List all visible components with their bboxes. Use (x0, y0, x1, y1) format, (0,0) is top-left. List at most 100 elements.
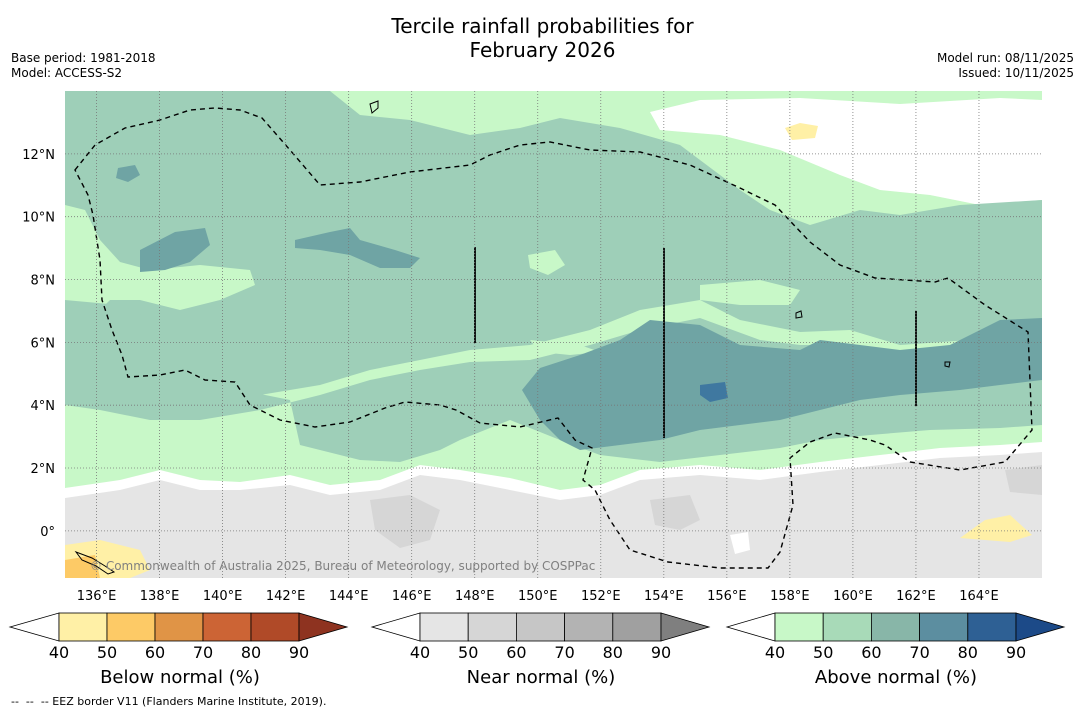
colorbar-segment (419, 612, 469, 642)
title-line-1: Tercile rainfall probabilities for (391, 14, 694, 38)
meta-left: Base period: 1981-2018 Model: ACCESS-S2 (11, 51, 156, 81)
lon-tick-label: 140°E (203, 589, 243, 604)
lon-tick-label: 148°E (455, 589, 495, 604)
base-period: Base period: 1981-2018 (11, 51, 156, 65)
colorbar-segment (106, 612, 156, 642)
lon-tick-label: 152°E (581, 589, 621, 604)
colorbar-above-title: Above normal (%) (814, 667, 978, 688)
colorbar-tick-label: 40 (410, 643, 430, 662)
colorbar-tick-label: 40 (765, 643, 785, 662)
colorbar-tick-label: 60 (506, 643, 526, 662)
colorbar-segment (774, 612, 824, 642)
colorbar-high-extend (298, 612, 349, 642)
field-neutral-top-right (650, 98, 1042, 205)
meta-right: Model run: 08/11/2025 Issued: 10/11/2025 (937, 51, 1074, 81)
colorbar-tick-label: 90 (289, 643, 309, 662)
colorbar-segment (154, 612, 204, 642)
lat-tick-label: 6°N (31, 336, 56, 351)
lon-tick-label: 160°E (833, 589, 873, 604)
colorbar-below-title: Below normal (%) (100, 667, 260, 688)
field-above-60-c (116, 165, 140, 182)
colorbar-segment (612, 612, 662, 642)
eez-footnote: -- -- -- EEZ border V11 (Flanders Marine… (11, 695, 327, 708)
colorbar-segment (467, 612, 517, 642)
colorbar-segment (919, 612, 969, 642)
map-plot-area (65, 91, 1042, 578)
chart-title: Tercile rainfall probabilities for Febru… (0, 14, 1085, 62)
colorbar-tick-label: 80 (241, 643, 261, 662)
colorbar-high-extend (1015, 612, 1066, 642)
lon-tick-label: 142°E (266, 589, 306, 604)
field-above-40-island-2 (528, 250, 565, 275)
lon-tick-label: 136°E (77, 589, 117, 604)
field-above-70-patch (700, 382, 728, 402)
lon-tick-label: 164°E (959, 589, 999, 604)
colorbar-segment (564, 612, 614, 642)
field-above-60-main (522, 318, 1042, 450)
colorbar-tick-label: 50 (97, 643, 117, 662)
island-kosrae (944, 361, 951, 368)
map-axis-labels: 136°E 138°E 140°E 142°E 144°E 146°E 148°E 150°E… (22, 148, 999, 604)
colorbar-low-extend (725, 612, 776, 642)
field-above-60-a (140, 228, 210, 272)
colorbar-segment (967, 612, 1017, 642)
colorbar-tick-label: 60 (145, 643, 165, 662)
model-name: Model: ACCESS-S2 (11, 66, 123, 80)
model-run: Model run: 08/11/2025 (936, 51, 1074, 65)
title-line-2: February 2026 (469, 38, 616, 62)
lat-tick-label: 10°N (22, 211, 55, 226)
field-above-40-island (530, 340, 600, 355)
colorbar-tick-label: 90 (651, 643, 671, 662)
field-near-40 (65, 452, 1042, 578)
field-near-50-c (1005, 465, 1042, 495)
colorbar-tick-label: 90 (1006, 643, 1026, 662)
colorbar-low-extend (370, 612, 421, 642)
colorbar-high-extend (660, 612, 711, 642)
field-neutral-islet (730, 532, 750, 554)
colorbars: 40 50 60 70 80 90 40 50 60 70 80 90 40 50 60 70 80 90 (8, 612, 1066, 662)
colorbar-tick-label: 50 (813, 643, 833, 662)
field-above-50 (65, 91, 1042, 405)
lon-tick-label: 158°E (770, 589, 810, 604)
colorbar-tick-label: 70 (554, 643, 574, 662)
colorbar-tick-label: 70 (909, 643, 929, 662)
colorbar-segment (202, 612, 252, 642)
field-below-50-sw (65, 555, 100, 578)
copyright-notice: © Commonwealth of Australia 2025, Bureau… (90, 559, 595, 573)
island-pohnpei (795, 310, 803, 319)
lon-tick-label: 138°E (140, 589, 180, 604)
lat-tick-label: 8°N (31, 274, 56, 289)
lon-tick-label: 144°E (329, 589, 369, 604)
colorbar: 40 50 60 70 80 90 (8, 612, 349, 662)
lon-tick-label: 150°E (518, 589, 558, 604)
lat-tick-label: 2°N (31, 462, 56, 477)
colorbar-segment (58, 612, 108, 642)
field-above-40-island-3 (700, 280, 800, 305)
field-near-50-a (370, 495, 440, 548)
colorbar-near-title: Near normal (%) (466, 667, 616, 688)
field-below-40-patch (785, 123, 818, 140)
island-new-guinea (74, 550, 116, 575)
colorbar-tick-label: 80 (958, 643, 978, 662)
field-above-60-b (295, 228, 420, 268)
lon-tick-label: 156°E (707, 589, 747, 604)
colorbar-segment (822, 612, 872, 642)
lat-tick-label: 12°N (22, 148, 55, 163)
colorbar-segment (516, 612, 566, 642)
lon-tick-label: 154°E (644, 589, 684, 604)
colorbar-segment (871, 612, 921, 642)
colorbar: 40 50 60 70 80 90 (725, 612, 1066, 662)
field-near-50-b (650, 495, 700, 530)
colorbar-segment (250, 612, 300, 642)
colorbar-tick-label: 40 (49, 643, 69, 662)
colorbar-tick-label: 60 (861, 643, 881, 662)
colorbar-tick-label: 70 (193, 643, 213, 662)
lat-tick-label: 0° (40, 525, 55, 540)
map-gridlines (65, 91, 1042, 578)
lon-tick-label: 162°E (896, 589, 936, 604)
issued-date: Issued: 10/11/2025 (958, 66, 1074, 80)
field-below-40-se (960, 515, 1032, 542)
colorbar-tick-label: 50 (458, 643, 478, 662)
lat-tick-label: 4°N (31, 399, 56, 414)
